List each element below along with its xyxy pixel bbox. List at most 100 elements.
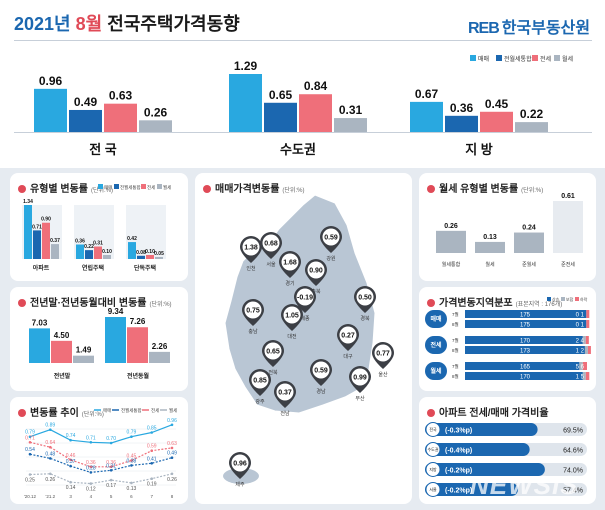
region-marker-경기: 1.68 경기 [279, 251, 301, 287]
region-marker-울산: 0.77 울산 [372, 342, 394, 378]
point-전월세통합 [109, 469, 113, 472]
ratio-value: 69.5% [563, 428, 583, 435]
bar-label: 4.50 [54, 331, 70, 340]
ratio-value: 74.0% [563, 468, 583, 475]
bar-전세 [146, 254, 154, 259]
point-label: 0.31 [106, 463, 116, 469]
bar-label: 0.26 [144, 105, 168, 119]
bar-label: 0.37 [50, 238, 60, 244]
region-value: 0.99 [353, 375, 367, 382]
point-label: 0.96 [167, 418, 177, 424]
region-value: 0.96 [233, 461, 247, 468]
group-pill [425, 362, 447, 380]
bar-label: 7.03 [32, 318, 48, 327]
x-tick: 5 [110, 494, 113, 499]
panel-wolse-type: 월세 유형별 변동률 (단위:%) 0.26 월세통합 0.13 월세 0.24 준월세 0.… [419, 173, 596, 281]
panel-ratio-change: 전년말·전년동월대비 변동률 (단위:%) 7.03 4.50 1.49 전년말 9.34… [10, 287, 188, 391]
region-marker-전북: 0.65 전북 [262, 339, 284, 376]
legend-swatch [470, 55, 476, 61]
legend-label: 전세 [540, 55, 551, 63]
marker-face [351, 368, 369, 386]
point-전월세통합 [69, 464, 72, 468]
point-전세 [109, 465, 113, 469]
marker-face [262, 234, 280, 252]
bar-월세 [103, 254, 111, 259]
legend-swatch [547, 297, 551, 301]
x-tick: 4 [90, 494, 93, 499]
trend-chart: 매매 전월세통합 전세 월세 0.79 0.89 0.74 0.71 0.70 0.79 0.85 0… [24, 407, 177, 499]
x-tick: 7 [150, 494, 153, 499]
bar-label: 0.10 [102, 249, 112, 255]
value-flat-fall: 2 4 [576, 339, 585, 345]
group-name: 월세 [430, 367, 442, 375]
region-name: 울산 [378, 371, 388, 378]
panel-wolse-title: 월세 유형별 변동률 (단위:%) [427, 180, 543, 195]
bar-매매 [76, 244, 84, 259]
category-label: 지 방 [465, 142, 493, 157]
bar-label: 1.29 [234, 59, 258, 73]
point-전세 [130, 459, 133, 462]
dist-seg [579, 362, 583, 370]
point-전월세통합 [130, 464, 133, 467]
region-value: 0.27 [341, 333, 355, 340]
bar-월세 [515, 122, 548, 132]
region-value: 0.65 [266, 349, 280, 356]
bar-전월세통합 [445, 115, 478, 132]
dist-seg [465, 336, 583, 344]
point-전세 [89, 465, 93, 469]
panel-apt-ratio: 아파트 전세/매매 가격비율 전국 (-0.3%p) 69.5% 수도권 (-0.4%p… [419, 397, 596, 504]
region-marker-전남: 0.37 전남 [274, 380, 296, 417]
legend-label: 월세 [163, 184, 171, 191]
title-main: 전국주택가격동향 [107, 14, 240, 34]
value-rise: 175 [520, 313, 531, 319]
region-name: 부산 [355, 395, 365, 402]
point-label: 0.45 [127, 454, 137, 460]
bar-label: 0.36 [75, 238, 85, 244]
bar-전세 [127, 327, 148, 363]
region-value: 0.59 [324, 235, 338, 242]
dist-seg [465, 362, 580, 370]
category-label: 준전세 [561, 261, 575, 268]
bar-전월세통합 [33, 230, 41, 259]
value-flat-fall: 1 2 [576, 349, 585, 355]
bar-매매 [34, 88, 67, 132]
legend-swatch [496, 55, 502, 61]
value-rise: 170 [520, 375, 531, 381]
region-name: 지방 [429, 466, 437, 472]
point-매매 [170, 423, 174, 427]
legend-label: 월세 [169, 407, 177, 414]
legend-label: 전월세통합 [121, 407, 142, 414]
point-매매 [28, 435, 32, 438]
bar-전세 [104, 103, 137, 132]
legend-label: 전월세통합 [120, 184, 141, 191]
point-매매 [109, 441, 113, 445]
bar-전세 [42, 222, 50, 259]
category-label: 연립주택 [82, 264, 104, 272]
bar-label: 0.65 [269, 88, 293, 102]
group-pill [425, 310, 447, 328]
region-name: 대구 [343, 353, 353, 360]
region-marker-경남: 0.59 경남 [310, 359, 332, 395]
bar-label: 0.05 [154, 251, 164, 257]
marker-face [356, 288, 374, 306]
bar-label: 0.71 [32, 224, 42, 230]
bar-label: 0.61 [561, 193, 575, 200]
legend-label: 전월세통합 [504, 55, 532, 63]
point-label: 0.74 [66, 433, 76, 439]
marker-face [242, 238, 260, 256]
region-name: 대전 [287, 333, 297, 340]
point-label: 0.79 [25, 430, 35, 436]
point-label: 0.46 [66, 453, 76, 459]
x-tick: 3 [69, 494, 72, 499]
legend-label: 보합 [566, 296, 574, 302]
region-value: 1.38 [244, 245, 258, 252]
point-매매 [69, 438, 72, 442]
bar-label: 1.49 [76, 346, 92, 355]
region-name: 광주 [255, 398, 265, 405]
bar-label: 0.26 [444, 223, 458, 230]
region-value: 1.05 [285, 313, 299, 320]
bar-label: 0.49 [74, 95, 98, 109]
bar-label: 0.24 [522, 225, 536, 232]
point-전월세통합 [28, 452, 32, 456]
